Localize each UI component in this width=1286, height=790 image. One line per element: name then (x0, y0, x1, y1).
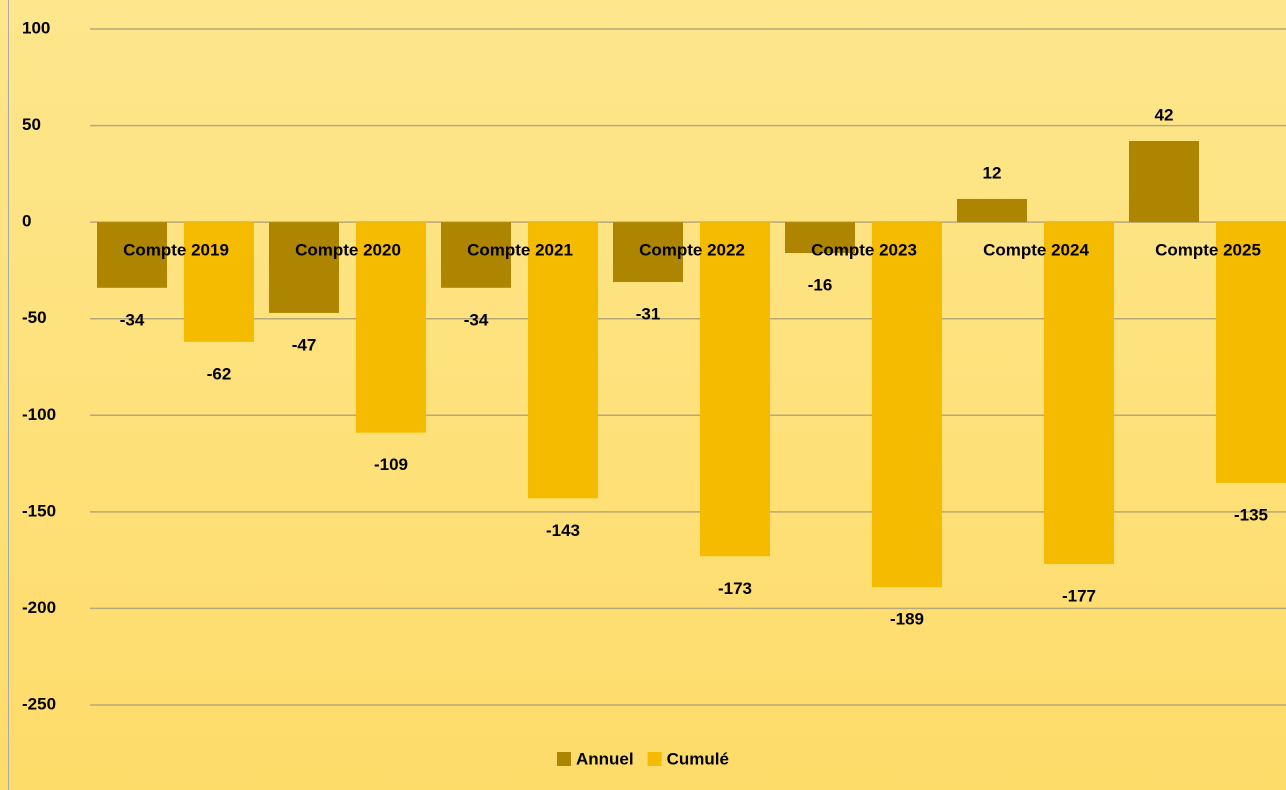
bar (700, 222, 770, 557)
data-label: -16 (808, 276, 833, 295)
data-label: -173 (718, 579, 752, 598)
data-label: -135 (1234, 505, 1268, 524)
y-tick-label: -250 (22, 694, 56, 713)
x-tick-label: Compte 2024 (983, 240, 1089, 259)
data-label: -177 (1062, 586, 1096, 605)
data-label: 42 (1155, 106, 1174, 125)
data-label: -62 (207, 364, 232, 383)
data-label: 12 (983, 163, 1002, 182)
bar (1044, 222, 1114, 565)
bar (1216, 222, 1286, 483)
bar (785, 222, 855, 254)
bar (441, 222, 511, 288)
data-label: -109 (374, 455, 408, 474)
x-tick-label: Compte 2023 (811, 240, 917, 259)
x-tick-label: Compte 2022 (639, 240, 745, 259)
y-tick-label: 0 (22, 212, 31, 231)
bar (97, 222, 167, 288)
x-tick-label: Compte 2019 (123, 240, 229, 259)
data-label: -47 (292, 335, 317, 354)
data-label: -143 (546, 521, 580, 540)
bar (1129, 141, 1199, 223)
data-label: -31 (636, 305, 661, 324)
y-tick-label: -150 (22, 501, 56, 520)
bars (97, 141, 1286, 588)
bar (269, 222, 339, 313)
y-tick-label: -100 (22, 405, 56, 424)
bar (957, 198, 1027, 223)
x-tick-label: Compte 2020 (295, 240, 401, 259)
bar (356, 222, 426, 433)
bar (184, 222, 254, 342)
y-tick-label: -200 (22, 598, 56, 617)
data-label: -34 (120, 310, 145, 329)
labels: -250 -200 -150 -100 -50 0 50 100 -34 -47 -34 -31 -16… (22, 18, 1268, 768)
legend-swatch (647, 752, 662, 766)
bar (528, 222, 598, 499)
bar (613, 222, 683, 283)
legend-label: Cumulé (667, 749, 729, 768)
x-tick-label: Compte 2025 (1155, 240, 1261, 259)
bar (872, 222, 942, 588)
x-tick-label: Compte 2021 (467, 240, 573, 259)
data-label: -189 (890, 610, 924, 629)
y-tick-label: -50 (22, 308, 47, 327)
y-tick-label: 100 (22, 18, 50, 37)
legend-label: Annuel (576, 749, 634, 768)
data-label: -34 (464, 310, 489, 329)
y-tick-label: 50 (22, 115, 41, 134)
legend-swatch (557, 752, 571, 766)
